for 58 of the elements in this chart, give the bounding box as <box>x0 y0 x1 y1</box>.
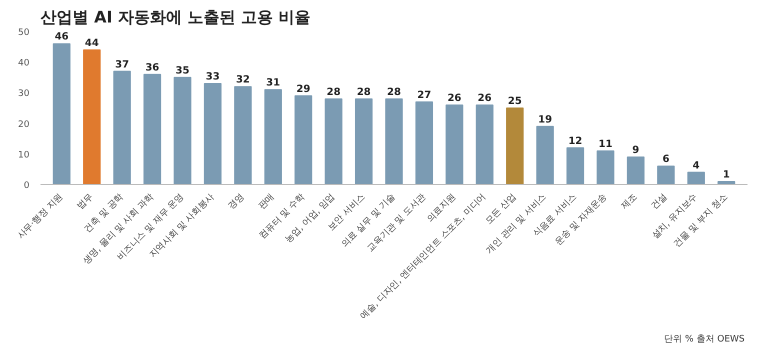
bar <box>143 74 162 184</box>
data-label: 19 <box>538 114 552 126</box>
bar <box>324 98 342 184</box>
data-label: 36 <box>145 62 160 74</box>
x-tick-label: 판매 <box>256 192 277 212</box>
y-tick-label: 0 <box>24 181 30 191</box>
data-label: 26 <box>478 92 492 104</box>
data-label: 31 <box>266 78 280 89</box>
bar <box>446 104 464 184</box>
y-tick-label: 50 <box>18 28 30 38</box>
bar <box>657 166 675 184</box>
bar <box>83 49 101 184</box>
bar <box>415 101 434 184</box>
x-tick-label: 건설 <box>650 192 670 212</box>
data-label: 33 <box>206 72 220 83</box>
bar <box>113 70 131 184</box>
data-label: 29 <box>296 84 310 95</box>
data-label: 26 <box>447 92 462 104</box>
bar <box>566 147 584 184</box>
y-tick-label: 20 <box>18 120 30 130</box>
bar <box>626 156 645 184</box>
bar <box>506 108 524 184</box>
bar <box>174 76 192 184</box>
bar <box>536 126 554 184</box>
data-label: 1 <box>722 169 730 180</box>
bar <box>385 98 403 184</box>
data-label: 44 <box>84 38 99 49</box>
bar <box>52 43 70 184</box>
bar <box>264 89 282 184</box>
data-label: 28 <box>387 86 401 98</box>
bar <box>687 172 705 184</box>
data-label: 28 <box>356 86 371 98</box>
bar <box>354 98 373 184</box>
data-label: 25 <box>508 96 522 107</box>
y-tick-label: 30 <box>18 89 30 100</box>
data-label: 28 <box>326 86 341 98</box>
bar <box>204 83 222 184</box>
x-tick-label: 법무 <box>76 192 96 212</box>
bar <box>476 104 494 184</box>
x-tick-label: 제조 <box>619 192 640 212</box>
data-label: 27 <box>417 90 432 101</box>
data-label: 4 <box>692 160 700 172</box>
bar <box>596 150 614 184</box>
y-tick-label: 10 <box>18 150 30 160</box>
data-label: 46 <box>54 32 69 43</box>
data-label: 9 <box>632 144 640 156</box>
data-label: 12 <box>568 136 582 147</box>
data-label: 32 <box>236 74 250 86</box>
bar <box>294 95 312 184</box>
text: 단위 % 출처 OEWS <box>664 334 745 344</box>
bar <box>234 86 252 184</box>
chart-title: 산업별 AI 자동화에 노출된 고용 비율 <box>40 8 311 26</box>
data-label: 35 <box>176 65 190 76</box>
x-tick-label: 경영 <box>226 192 246 212</box>
data-label: 6 <box>662 154 670 166</box>
data-label: 37 <box>115 59 130 70</box>
y-tick-label: 40 <box>18 58 30 69</box>
data-label: 11 <box>598 138 612 150</box>
